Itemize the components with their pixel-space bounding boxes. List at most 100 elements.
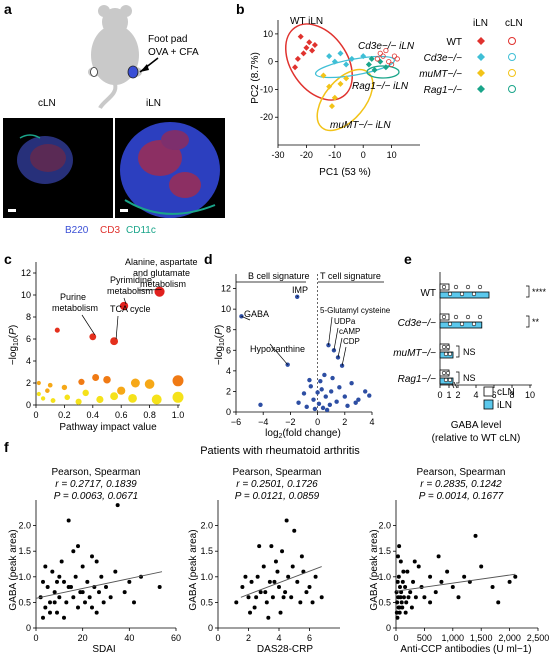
gaba-replicate-point (444, 378, 448, 382)
volcano-x-tick-label: 4 (369, 417, 374, 427)
panel-label-f: f (4, 439, 9, 455)
f-point (445, 570, 449, 574)
pathway-point (82, 390, 88, 396)
f-point (113, 570, 117, 574)
pathway-point (41, 396, 45, 400)
f-anticcp-ylabel: GABA (peak area) (369, 529, 380, 610)
f-point (257, 544, 261, 548)
f-anticcp-xlabel: Anti-CCP antibodies (U ml−1) (400, 644, 531, 655)
pathway-point (37, 392, 41, 396)
f-point (259, 590, 263, 594)
f-y-tick-label: 1.0 (200, 572, 213, 582)
volcano-y-tick-label: 4 (226, 366, 231, 376)
volcano-point (321, 406, 325, 410)
cd3e-iln-label: Cd3e−/− iLN (358, 41, 415, 52)
volcano-point (324, 394, 328, 398)
annotation-cdp: CDP (343, 337, 360, 346)
f-point (398, 611, 402, 615)
f-y-tick-label: 1.5 (200, 546, 213, 556)
f-point (95, 559, 99, 563)
f-point (64, 600, 68, 604)
pca-point-cln (395, 57, 399, 61)
f-y-tick-label: 1.5 (378, 546, 391, 556)
pca-point-iln (329, 103, 335, 109)
f-point (104, 585, 108, 589)
annotation-camp: cAMP (339, 327, 360, 336)
gaba-replicate-point (478, 315, 482, 319)
volcano-x-tick-label: 2 (342, 417, 347, 427)
f-das28-stats-header: Pearson, Spearman (233, 467, 322, 478)
f-point (46, 585, 50, 589)
pathway-point (110, 392, 118, 400)
pathway-x-tick-label: 0 (33, 410, 38, 420)
f-point (451, 585, 455, 589)
pathway-y-tick-label: 4 (26, 356, 31, 366)
f-point (55, 611, 59, 615)
f-point (268, 580, 272, 584)
f-point (437, 554, 441, 558)
f-point (99, 575, 103, 579)
panel-a: Foot pad OVA + CFA cLN iLN B220 CD3 CD11… (3, 5, 225, 236)
f-point (263, 590, 267, 594)
pca-point-iln (383, 64, 389, 70)
annotation-tca: TCA cycle (110, 304, 151, 314)
f-point (404, 611, 408, 615)
f-point (395, 600, 399, 604)
f-point (298, 600, 302, 604)
f-point (76, 544, 80, 548)
gaba-replicate-point (460, 322, 464, 326)
annotation-purine-1: Purine (60, 292, 86, 302)
volcano-x-tick-label: 0 (315, 417, 320, 427)
volcano-x-tick-label: −4 (258, 417, 268, 427)
pca-point-iln (306, 39, 312, 45)
f-point (397, 606, 401, 610)
f-x-tick-label: 0 (33, 633, 38, 643)
pathway-point (96, 396, 103, 403)
f-point (132, 600, 136, 604)
gaba-replicate-point (448, 292, 452, 296)
annotation-arrow (334, 328, 338, 350)
f-x-tick-label: 6 (307, 633, 312, 643)
volcano-point (258, 403, 262, 407)
pathway-y-tick-label: 12 (21, 268, 31, 278)
pathway-point (51, 398, 56, 403)
f-point (396, 554, 400, 558)
f-point (401, 580, 405, 584)
f-point (399, 559, 403, 563)
f-anticcp-stats-header: Pearson, Spearman (417, 467, 506, 478)
f-point (397, 575, 401, 579)
gaba-replicate-point (448, 352, 452, 356)
volcano-point (343, 394, 347, 398)
pca-point-iln (298, 34, 304, 40)
panel-label-e: e (404, 251, 412, 267)
f-point (55, 580, 59, 584)
volcano-xlabel: log2(fold change) (265, 428, 341, 440)
f-point (253, 606, 257, 610)
f-point (513, 575, 517, 579)
f-x-tick-label: 500 (417, 633, 432, 643)
f-point (60, 559, 64, 563)
pathway-point (64, 395, 70, 401)
gaba-replicate-point (466, 315, 470, 319)
f-x-tick-label: 1,000 (442, 633, 465, 643)
legend-cln-marker (509, 70, 516, 77)
f-sdai-xlabel: SDAI (92, 644, 115, 655)
legend-iln-marker (477, 69, 485, 77)
f-point (439, 580, 443, 584)
f-point (53, 590, 57, 594)
volcano-point (337, 385, 341, 389)
f-point (508, 580, 512, 584)
rag1-iln-label: Rag1−/− iLN (352, 81, 409, 92)
f-point (285, 518, 289, 522)
f-point (396, 580, 400, 584)
stain-cd3: CD3 (100, 225, 120, 236)
mumt-iln-label: muMT−/− iLN (330, 120, 391, 131)
pathway-point (55, 328, 60, 333)
f-y-tick-label: 0.5 (378, 597, 391, 607)
f-point (395, 616, 399, 620)
legend-iln-label: iLN (497, 400, 512, 411)
f-y-tick-label: 0 (208, 623, 213, 633)
stain-b220: B220 (65, 225, 89, 236)
